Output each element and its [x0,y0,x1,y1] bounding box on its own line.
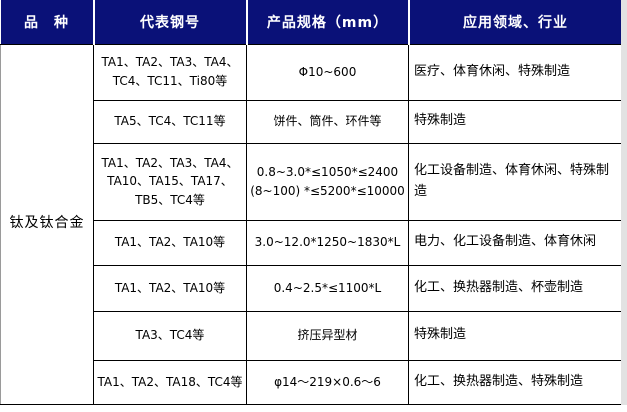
application-cell: 化工、换热器制造、杯壶制造 [408,264,622,312]
grades-cell: TA1、TA2、TA3、TA4、 TC4、TC11、Ti80等 [93,43,247,101]
table-body: 钛及钛合金 TA1、TA2、TA3、TA4、 TC4、TC11、Ti80等 Φ1… [0,43,622,405]
application-cell: 特殊制造 [408,99,622,144]
table-row: TA1、TA2、TA10等 0.4~2.5*≤1100*L 化工、换热器制造、杯… [1,264,622,312]
grades-cell: TA1、TA2、TA3、TA4、 TA10、TA15、TA17、 TB5、TC4… [93,142,247,221]
table-row: 钛及钛合金 TA1、TA2、TA3、TA4、 TC4、TC11、Ti80等 Φ1… [0,43,622,405]
titanium-spec-table: 品 种 代表钢号 产品规格（mm） 应用领域、行业 钛及钛合金 TA1、TA2、… [0,0,622,405]
spec-cell: 0.8~3.0*≤1050*≤2400 (8~100) *≤5200*≤1000… [246,142,409,221]
table-header: 品 种 代表钢号 产品规格（mm） 应用领域、行业 [0,0,622,45]
application-cell: 化工、换热器制造、特殊制造 [408,359,622,405]
header-cell-grades: 代表钢号 [93,0,248,45]
header-cell-application: 应用领域、行业 [408,0,622,45]
spec-cell: 挤压异型材 [246,310,409,361]
category-cell: 钛及钛合金 [0,43,94,405]
grades-cell: TA5、TC4、TC11等 [93,99,247,144]
table-row: TA1、TA2、TA10等 3.0~12.0*1250~1830*L 电力、化工… [1,219,622,266]
spec-cell: φ14～219×0.6～6 [246,359,409,405]
table-row: TA1、TA2、TA18、TC4等 φ14～219×0.6～6 化工、换热器制造… [1,359,622,405]
spec-cell: Φ10~600 [246,43,409,101]
header-cell-variety: 品 种 [0,0,95,45]
grades-cell: TA3、TC4等 [93,310,247,361]
spec-cell: 3.0~12.0*1250~1830*L [246,219,409,266]
header-row: 品 种 代表钢号 产品规格（mm） 应用领域、行业 [0,0,622,45]
table-row: TA1、TA2、TA3、TA4、 TA10、TA15、TA17、 TB5、TC4… [1,142,622,221]
grades-cell: TA1、TA2、TA10等 [93,264,247,312]
application-cell: 特殊制造 [408,310,622,361]
grades-cell: TA1、TA2、TA18、TC4等 [93,359,247,405]
right-edge-strip [621,0,627,405]
application-cell: 电力、化工设备制造、体育休闲 [408,219,622,266]
application-cell: 医疗、体育休闲、特殊制造 [408,43,622,101]
table-row: TA3、TC4等 挤压异型材 特殊制造 [1,310,622,361]
application-cell: 化工设备制造、体育休闲、特殊制造 [408,142,622,221]
grades-cell: TA1、TA2、TA10等 [93,219,247,266]
header-cell-spec: 产品规格（mm） [246,0,410,45]
table-row: TA5、TC4、TC11等 饼件、筒件、环件等 特殊制造 [1,99,622,144]
spec-cell: 饼件、筒件、环件等 [246,99,409,144]
spec-cell: 0.4~2.5*≤1100*L [246,264,409,312]
